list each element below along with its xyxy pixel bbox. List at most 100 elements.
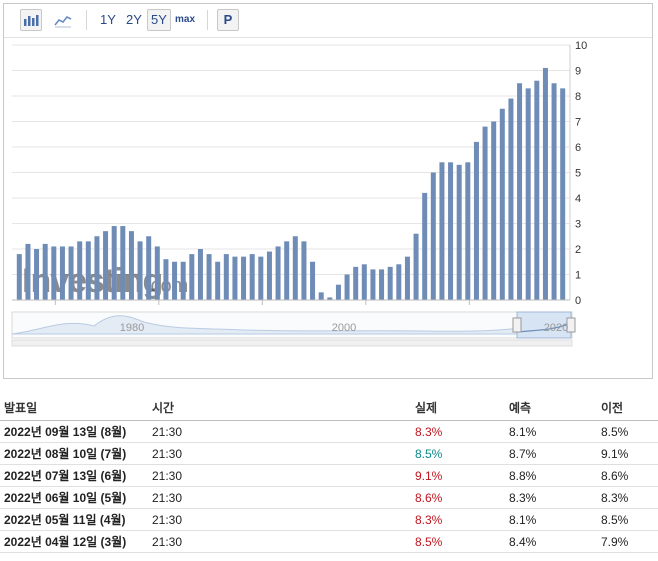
release-time-cell: 21:30: [148, 530, 411, 553]
data-bar[interactable]: [172, 261, 178, 300]
data-bar[interactable]: [51, 246, 57, 300]
data-bar[interactable]: [292, 236, 298, 300]
table-row: 2022년 07월 13일 (6월) 21:30 9.1% 8.8% 8.6%: [0, 464, 658, 487]
data-bar[interactable]: [430, 172, 436, 301]
data-bar[interactable]: [396, 264, 402, 300]
data-bar[interactable]: [77, 241, 83, 300]
data-bar[interactable]: [318, 292, 324, 300]
bar-chart-button[interactable]: [20, 9, 42, 31]
release-time-cell: 21:30: [148, 464, 411, 487]
toolbar-divider: [86, 10, 87, 30]
data-bar[interactable]: [154, 246, 160, 300]
data-bar[interactable]: [379, 269, 385, 300]
header-date: 발표일: [0, 394, 148, 421]
release-time-cell: 21:30: [148, 486, 411, 509]
data-bar[interactable]: [16, 254, 22, 300]
y-tick-label: 5: [575, 168, 581, 180]
data-bar[interactable]: [284, 241, 290, 300]
navigator-scrollbar[interactable]: [11, 339, 573, 347]
data-bar[interactable]: [94, 236, 100, 300]
data-bar[interactable]: [525, 88, 531, 300]
navigator-handle[interactable]: [512, 317, 522, 333]
data-bar[interactable]: [146, 236, 152, 300]
chart-toolbar: 1Y 2Y 5Y max P: [4, 4, 652, 38]
data-bar[interactable]: [327, 297, 333, 300]
data-bar[interactable]: [387, 266, 393, 300]
data-bar[interactable]: [344, 274, 350, 301]
navigator-selection-series: [518, 323, 570, 333]
data-bar[interactable]: [353, 266, 359, 300]
data-bar[interactable]: [249, 254, 255, 300]
data-bar[interactable]: [206, 254, 212, 300]
y-tick-label: 2: [575, 244, 581, 256]
p-button[interactable]: P: [217, 9, 239, 31]
data-bar[interactable]: [85, 241, 91, 300]
data-bar[interactable]: [370, 269, 376, 300]
actual-value-cell: 8.3%: [411, 508, 505, 531]
data-bar[interactable]: [59, 246, 65, 300]
data-bar[interactable]: [551, 83, 557, 300]
release-time-cell: 21:30: [148, 508, 411, 531]
data-bar[interactable]: [361, 264, 367, 300]
navigator-handle[interactable]: [566, 317, 576, 333]
forecast-value-cell: 8.7%: [505, 442, 597, 465]
data-bar[interactable]: [517, 83, 523, 300]
data-bar[interactable]: [275, 246, 281, 300]
data-bar[interactable]: [34, 249, 40, 300]
forecast-value-cell: 8.4%: [505, 530, 597, 553]
range-max-button[interactable]: max: [174, 14, 195, 25]
data-bar[interactable]: [189, 254, 195, 300]
release-date-cell: 2022년 08월 10일 (7월): [0, 442, 148, 465]
header-previous: 이전: [597, 394, 658, 421]
forecast-value-cell: 8.8%: [505, 464, 597, 487]
y-tick-label: 4: [575, 193, 581, 205]
actual-value-cell: 8.5%: [411, 442, 505, 465]
y-tick-label: 10: [575, 40, 587, 52]
table-row: 2022년 04월 12일 (3월) 21:30 8.5% 8.4% 7.9%: [0, 530, 658, 553]
data-bar[interactable]: [422, 192, 428, 300]
data-bar[interactable]: [335, 284, 341, 300]
data-bar[interactable]: [491, 121, 497, 301]
data-bar[interactable]: [197, 249, 203, 300]
data-bar[interactable]: [534, 80, 540, 300]
data-bar[interactable]: [42, 243, 48, 300]
data-bar[interactable]: [439, 162, 445, 300]
data-bar[interactable]: [180, 261, 186, 300]
range-2y-button[interactable]: 2Y: [126, 12, 142, 27]
data-bar[interactable]: [68, 246, 74, 300]
data-bar[interactable]: [128, 231, 134, 300]
data-bar[interactable]: [232, 256, 238, 300]
data-bar[interactable]: [482, 126, 488, 300]
data-bar[interactable]: [508, 98, 514, 300]
data-bar[interactable]: [473, 141, 479, 300]
release-time-cell: 21:30: [148, 420, 411, 443]
data-bar[interactable]: [215, 261, 221, 300]
range-5y-button[interactable]: 5Y: [147, 9, 171, 31]
table-row: 2022년 06월 10일 (5월) 21:30 8.6% 8.3% 8.3%: [0, 486, 658, 509]
data-bar[interactable]: [542, 67, 548, 300]
forecast-value-cell: 8.1%: [505, 420, 597, 443]
line-chart-button[interactable]: [52, 9, 74, 31]
data-bar[interactable]: [404, 256, 410, 300]
data-bar[interactable]: [111, 226, 117, 300]
data-bar[interactable]: [25, 243, 31, 300]
data-bar[interactable]: [163, 259, 169, 300]
data-bar[interactable]: [241, 256, 247, 300]
range-1y-button[interactable]: 1Y: [100, 12, 116, 27]
data-bar[interactable]: [223, 254, 229, 300]
data-bar[interactable]: [301, 241, 307, 300]
data-bar[interactable]: [137, 241, 143, 300]
data-bar[interactable]: [465, 162, 471, 300]
navigator-tick-label: 2020: [544, 322, 568, 334]
data-bar[interactable]: [456, 164, 462, 300]
data-bar[interactable]: [310, 261, 316, 300]
y-tick-label: 0: [575, 295, 581, 307]
data-bar[interactable]: [499, 108, 505, 300]
data-bar[interactable]: [120, 226, 126, 300]
data-bar[interactable]: [448, 162, 454, 300]
data-bar[interactable]: [266, 251, 272, 300]
data-bar[interactable]: [560, 88, 566, 300]
data-bar[interactable]: [413, 233, 419, 300]
data-bar[interactable]: [258, 256, 264, 300]
data-bar[interactable]: [103, 231, 109, 300]
